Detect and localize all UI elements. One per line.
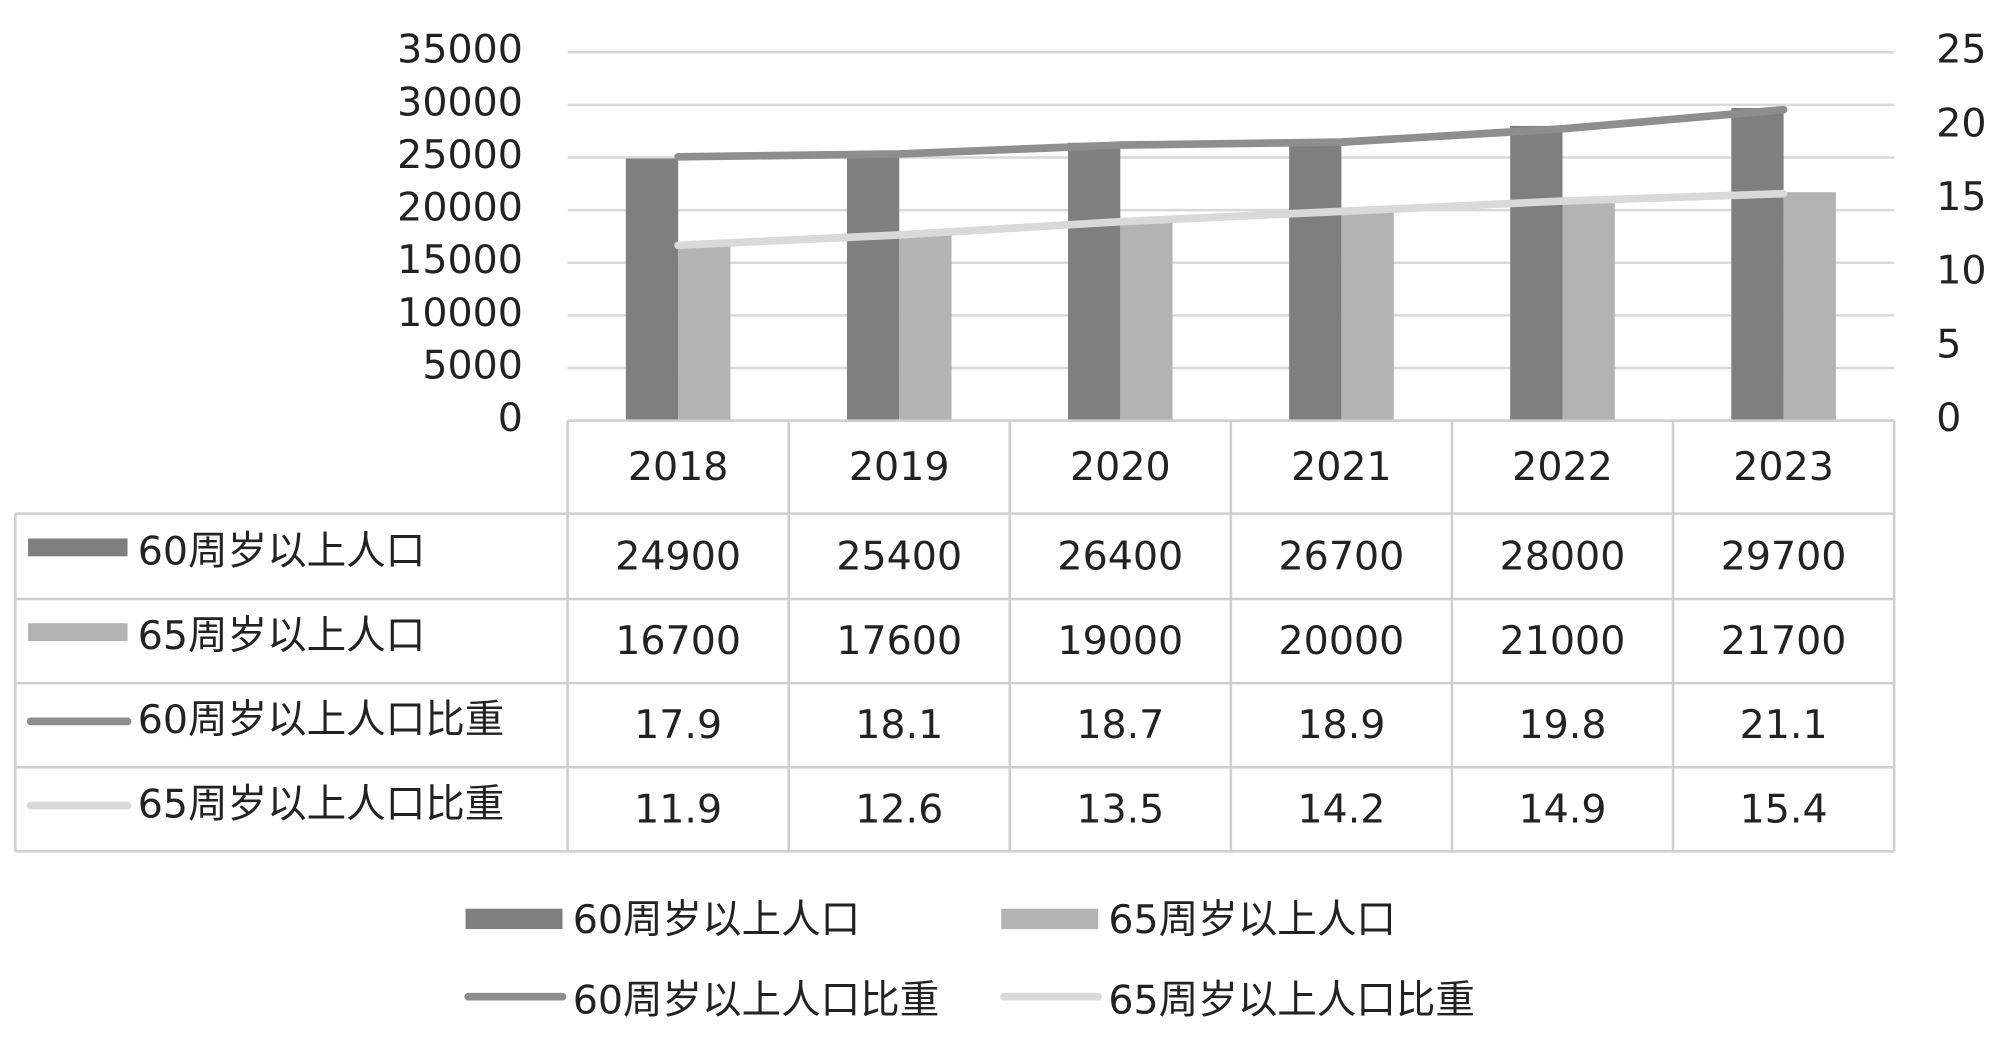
table-cell: 24900 (615, 533, 741, 579)
table-cell: 16700 (615, 618, 741, 664)
y2-tick-label: 25 (1936, 27, 1986, 73)
table-cell: 18.7 (1076, 702, 1164, 748)
x-tick-label: 2019 (849, 444, 950, 490)
table-cell: 12.6 (855, 786, 943, 832)
y2-tick-label: 20 (1936, 100, 1986, 146)
line (674, 105, 1788, 161)
bar (1120, 220, 1173, 421)
table-cell: 21000 (1500, 618, 1626, 664)
y-tick-label: 35000 (397, 27, 523, 73)
y2-tick-label: 10 (1936, 248, 1986, 294)
legend-label: 60周岁以上人口 (573, 897, 861, 943)
x-tick-label: 2023 (1733, 444, 1834, 490)
y2-tick-label: 0 (1936, 395, 1961, 441)
bar (1289, 139, 1342, 421)
table-cell: 28000 (1500, 533, 1626, 579)
bar (846, 153, 900, 421)
table-cell: 14.2 (1297, 786, 1385, 832)
legend-key (465, 908, 563, 930)
y2-tick-label: 15 (1936, 174, 1986, 220)
table-cell: 26400 (1057, 533, 1183, 579)
y-tick-label: 10000 (397, 290, 523, 336)
table-cell: 19.8 (1518, 702, 1606, 748)
table-cell: 21700 (1721, 618, 1847, 664)
x-tick-label: 2021 (1291, 444, 1392, 490)
y-tick-label: 25000 (397, 132, 523, 178)
y-tick-label: 30000 (397, 79, 523, 125)
bar (899, 235, 952, 421)
table-cell: 14.9 (1518, 786, 1606, 832)
legend-key (1001, 908, 1099, 930)
table-cell: 26700 (1279, 533, 1405, 579)
table-row-label: 60周岁以上人口 (138, 528, 426, 574)
bar (1731, 108, 1784, 421)
bar (1510, 125, 1563, 421)
x-tick-label: 2018 (628, 444, 729, 490)
legend-label: 65周岁以上人口比重 (1108, 978, 1475, 1024)
table-row-label: 65周岁以上人口 (138, 613, 426, 659)
y-tick-label: 0 (498, 395, 523, 441)
bar (678, 244, 731, 421)
table-cell: 21.1 (1740, 702, 1828, 748)
bar (625, 158, 679, 421)
bar (1783, 192, 1836, 421)
table-cell: 17600 (836, 618, 962, 664)
legend-label: 60周岁以上人口比重 (573, 978, 940, 1024)
table-cell: 15.4 (1740, 786, 1828, 832)
x-tick-label: 2020 (1070, 444, 1171, 490)
table-cell: 25400 (836, 533, 962, 579)
table-row-label: 65周岁以上人口比重 (138, 781, 505, 827)
bar (1341, 210, 1394, 421)
bar (1068, 142, 1121, 421)
line (674, 189, 1788, 250)
legend-key (28, 623, 128, 642)
table-cell: 13.5 (1076, 786, 1164, 832)
table-cell: 29700 (1721, 533, 1847, 579)
y2-tick-label: 5 (1936, 321, 1961, 367)
bar (1562, 199, 1615, 421)
table-cell: 11.9 (634, 786, 722, 832)
table-cell: 18.9 (1297, 702, 1385, 748)
table-cell: 20000 (1279, 618, 1405, 664)
x-tick-label: 2022 (1512, 444, 1613, 490)
y-tick-label: 5000 (422, 342, 523, 388)
legend-label: 65周岁以上人口 (1108, 897, 1396, 943)
table-cell: 19000 (1057, 618, 1183, 664)
legend-key (28, 538, 128, 557)
table-cell: 18.1 (855, 702, 943, 748)
y-tick-label: 20000 (397, 185, 523, 231)
table-row-label: 60周岁以上人口比重 (138, 697, 505, 743)
y-tick-label: 15000 (397, 237, 523, 283)
table-cell: 17.9 (634, 702, 722, 748)
